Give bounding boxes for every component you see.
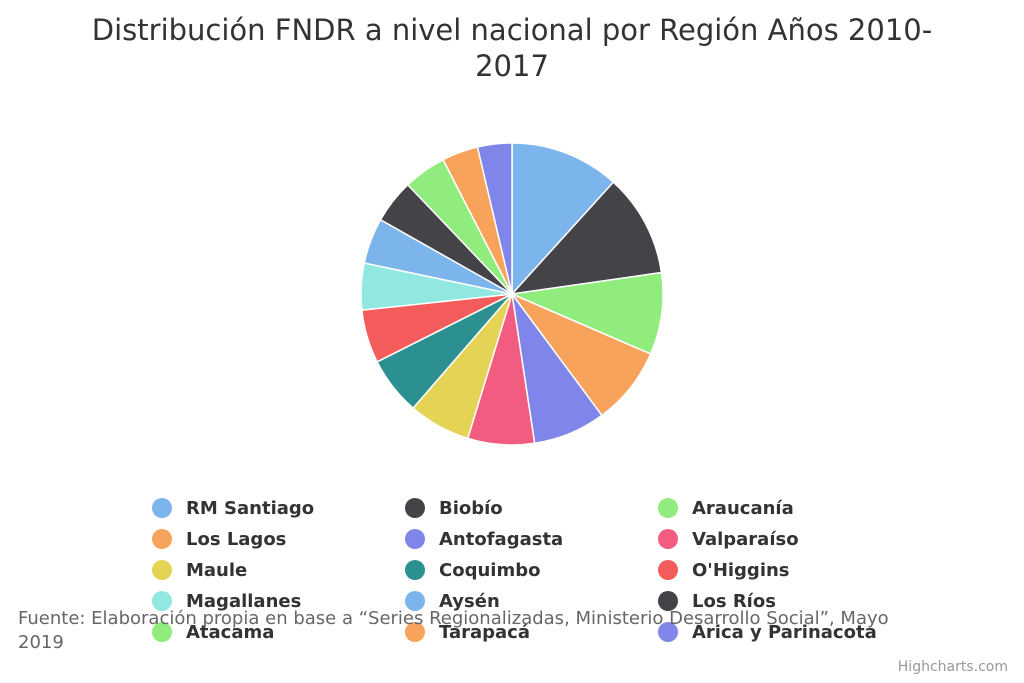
legend-item[interactable]: Arica y Parinacota [658,620,877,644]
legend-item[interactable]: Coquimbo [405,558,540,582]
legend-marker [405,529,425,549]
pie-slice-rm-santiago[interactable] [511,142,615,295]
legend-label: Antofagasta [439,528,564,550]
legend-item[interactable]: Magallanes [152,589,301,613]
legend-label: Tarapacá [439,621,530,643]
legend-label: Magallanes [186,590,302,612]
legend-marker [658,498,678,518]
legend-marker [658,622,678,642]
credits-link[interactable]: Highcharts.com [897,659,1008,675]
legend-item[interactable]: Atacama [152,620,274,644]
legend-marker [152,622,172,642]
legend-item[interactable]: RM Santiago [152,496,314,520]
legend-marker [152,498,172,518]
legend-label: Los Ríos [692,590,776,612]
legend-item[interactable]: O'Higgins [658,558,790,582]
legend-item[interactable]: Aysén [405,589,500,613]
legend-item[interactable]: Maule [152,558,247,582]
legend-label: Araucanía [692,497,794,519]
legend-item[interactable]: Araucanía [658,496,794,520]
legend-marker [658,529,678,549]
legend-marker [152,529,172,549]
legend-marker [152,591,172,611]
legend-item[interactable]: Los Lagos [152,527,286,551]
legend-label: Atacama [186,621,275,643]
legend-marker [405,591,425,611]
legend-label: RM Santiago [186,497,315,519]
legend-label: Valparaíso [692,528,799,550]
legend-item[interactable]: Biobío [405,496,503,520]
pie-slice-biob-o[interactable] [511,181,663,295]
legend-marker [152,560,172,580]
legend-label: Los Lagos [186,528,287,550]
source-note: Fuente: Elaboración propia en base a “Se… [18,608,889,653]
legend-item[interactable]: Los Ríos [658,589,776,613]
legend-item[interactable]: Antofagasta [405,527,563,551]
legend-item[interactable]: Tarapacá [405,620,530,644]
legend-marker [658,560,678,580]
legend-marker [405,622,425,642]
pie-slice-araucan-a[interactable] [511,271,664,355]
legend-marker [405,560,425,580]
legend-item[interactable]: Valparaíso [658,527,799,551]
legend-marker [405,498,425,518]
legend-label: Maule [186,559,248,581]
legend-label: Aysén [439,590,500,612]
pie-slice-arica-y-parinacota[interactable] [476,142,513,295]
legend-label: Coquimbo [439,559,541,581]
legend-label: Arica y Parinacota [692,621,877,643]
chart-title: Distribución FNDR a nivel nacional por R… [91,13,933,83]
legend-label: O'Higgins [692,559,790,581]
legend-label: Biobío [439,497,503,519]
legend-marker [658,591,678,611]
